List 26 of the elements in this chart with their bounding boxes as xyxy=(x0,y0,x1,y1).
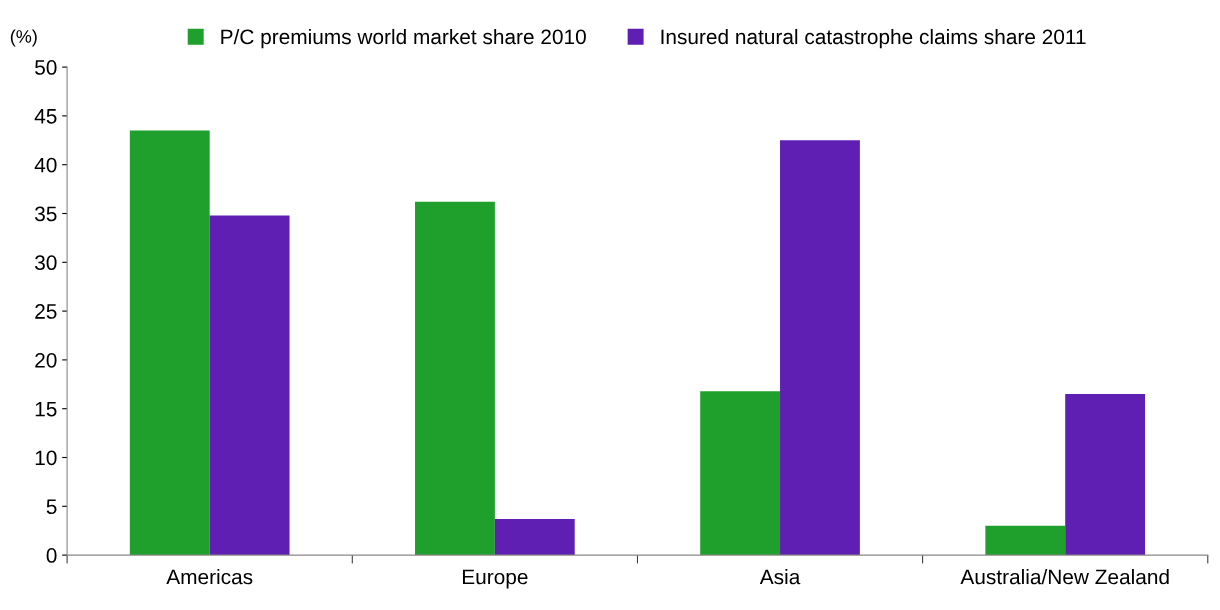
y-tick-label: 0 xyxy=(46,548,57,563)
bar xyxy=(780,140,860,556)
y-tick-label: 10 xyxy=(35,450,57,466)
bar xyxy=(129,130,210,556)
bar xyxy=(415,201,495,556)
y-tick-label: 30 xyxy=(35,255,57,271)
y-tick-label: 25 xyxy=(35,304,57,319)
y-tick-label: 15 xyxy=(35,401,57,417)
y-tick-label: 5 xyxy=(46,499,57,515)
legend-label: P/C premiums world market share 2010 xyxy=(221,28,586,49)
legend-label: Insured natural catastrophe claims share 2011 xyxy=(661,28,1086,49)
y-tick-label: 35 xyxy=(35,206,57,222)
y-tick-label: 50 xyxy=(35,60,57,75)
bar xyxy=(209,215,290,556)
bar xyxy=(985,525,1066,556)
bar xyxy=(700,391,781,556)
x-tick-label: Asia xyxy=(759,568,801,585)
x-tick-label: Europe xyxy=(462,569,528,589)
y-tick-label: 40 xyxy=(34,157,57,173)
y-axis-title: (%) xyxy=(10,29,37,47)
bar xyxy=(1065,394,1146,556)
bar xyxy=(494,518,575,556)
x-tick-label: Americas xyxy=(166,568,253,585)
y-tick-label: 45 xyxy=(34,109,57,124)
x-tick-label: Australia/New Zealand xyxy=(960,568,1169,585)
y-tick-label: 20 xyxy=(35,352,57,368)
